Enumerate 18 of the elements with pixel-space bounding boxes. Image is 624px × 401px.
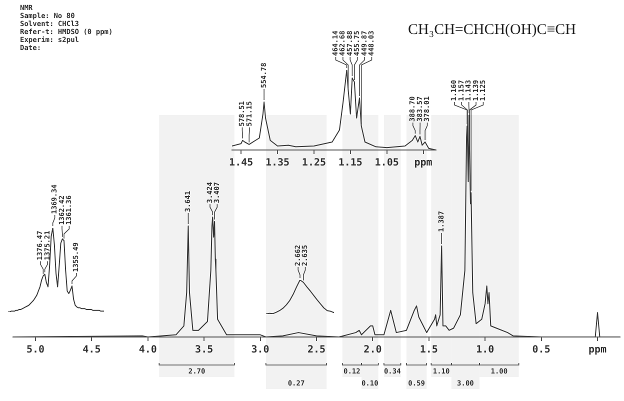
x-tick-label: 1.15 [338, 158, 362, 169]
chart-title: CH₃CH=CHCH(OH)C≡CH [408, 22, 576, 39]
x-tick-label: ppm [414, 158, 432, 169]
x-tick-label: 3.0 [251, 344, 270, 356]
x-tick-label: 4.0 [138, 344, 157, 356]
x-tick-label: ppm [588, 344, 607, 356]
x-tick-label: 2.0 [364, 344, 382, 356]
x-tick-label: 2.5 [307, 344, 326, 356]
x-tick-label: 4.5 [82, 344, 101, 356]
x-tick-label: 1.5 [420, 344, 438, 356]
x-tick-label: 0.5 [532, 344, 550, 356]
x-tick-label: 3.5 [195, 344, 214, 356]
x-tick-label: 1.45 [229, 158, 254, 169]
x-tick-label: 1.25 [302, 158, 326, 169]
x-tick-label: 1.05 [374, 158, 399, 169]
x-tick-label: 1.35 [265, 158, 290, 169]
x-tick-label: 5.0 [26, 344, 45, 356]
x-tick-label: 1.0 [476, 344, 494, 356]
